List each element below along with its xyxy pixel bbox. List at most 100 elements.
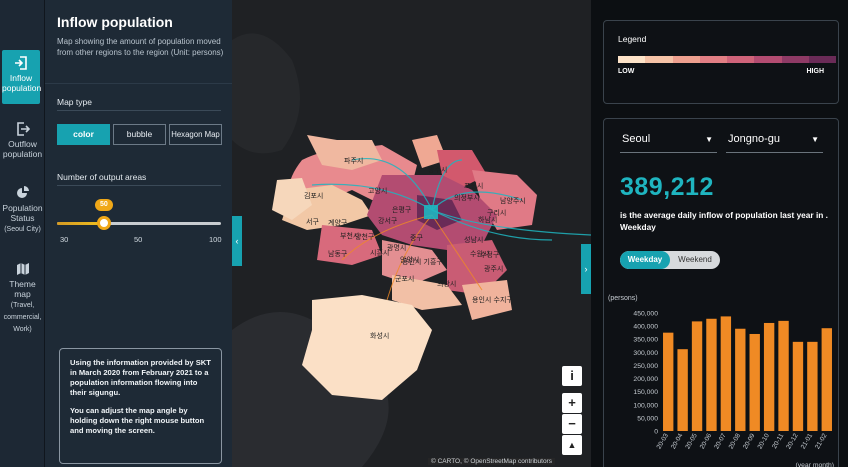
- x-tick-label: 20-05: [684, 432, 699, 450]
- chart-bar: [677, 349, 688, 431]
- panel-description: Map showing the amount of population mov…: [57, 37, 224, 57]
- inflow-description: is the average daily inflow of populatio…: [620, 210, 828, 232]
- x-tick-label: 21-01: [800, 432, 815, 450]
- chart-bar: [792, 341, 804, 431]
- map-region-label: 은평구: [392, 205, 412, 214]
- left-nav: Inflow population Outflow population Pop…: [0, 0, 45, 467]
- legend-title: Legend: [618, 34, 647, 44]
- y-tick-label: 400,000: [633, 324, 658, 331]
- y-tick-label: 350,000: [633, 337, 658, 344]
- legend-swatch: [808, 56, 836, 63]
- map-region-label: 중구: [410, 234, 423, 242]
- outflow-icon: [16, 122, 30, 136]
- nav-population-status-label: Population Status: [2, 203, 43, 223]
- map-region-label: 수원시: [470, 249, 489, 258]
- map-region[interactable]: [302, 295, 432, 400]
- district-select-value: Jongno-gu: [728, 133, 780, 145]
- map-region[interactable]: [317, 225, 382, 265]
- map-region-label: 파주시: [344, 156, 363, 165]
- slider-tick-mid: 50: [134, 235, 143, 244]
- x-tick-label: 21-02: [814, 432, 829, 450]
- map-region-label: 김포시: [304, 192, 323, 200]
- map-attribution: © CARTO, © OpenStreetMap contributors: [428, 458, 555, 465]
- slider-tick-max: 100: [209, 235, 222, 244]
- map-region-label: 화성시: [370, 331, 389, 340]
- y-tick-label: 50,000: [637, 415, 658, 422]
- legend-swatch: [699, 56, 727, 63]
- legend-swatch: [618, 56, 646, 63]
- nav-theme-map-label: Theme map: [9, 279, 36, 299]
- x-tick-label: 20-07: [713, 432, 728, 450]
- map-icon: [16, 263, 29, 275]
- region-select[interactable]: Seoul ▼: [620, 133, 717, 153]
- divider: [57, 185, 221, 186]
- nav-theme-map-sub: (Travel, commercial, Work): [3, 302, 42, 333]
- panel-title: Inflow population: [57, 14, 173, 30]
- stats-panel: Seoul ▼ Jongno-gu ▼ 389,212 is the avera…: [603, 118, 839, 467]
- nav-outflow[interactable]: Outflow population: [0, 122, 45, 159]
- map-info-button[interactable]: i: [562, 366, 582, 386]
- map-region-label: 양주시: [428, 166, 447, 174]
- chart-bar: [663, 332, 674, 431]
- map-region-label: 양천구: [355, 232, 375, 241]
- legend-swatch: [672, 56, 700, 63]
- map-region[interactable]: [307, 135, 382, 170]
- chart-bar: [821, 328, 832, 431]
- map-region[interactable]: [272, 178, 312, 220]
- collapse-right-panel-button[interactable]: ›: [581, 244, 591, 294]
- map-region[interactable]: [392, 275, 462, 310]
- chart-bar: [735, 328, 746, 431]
- map-type-bubble-button[interactable]: bubble: [113, 124, 166, 145]
- map-type-hexagon-button[interactable]: Hexagon Map: [169, 124, 222, 145]
- zoom-out-button[interactable]: −: [562, 414, 582, 434]
- map-region-label: 부천시: [340, 231, 359, 240]
- map-region[interactable]: [462, 280, 512, 320]
- y-axis-label: (persons): [608, 295, 638, 302]
- map-region-label: 용인시 수지구: [472, 295, 513, 304]
- chart-bar: [720, 316, 732, 431]
- nav-outflow-label: Outflow population: [2, 139, 43, 159]
- slider-thumb[interactable]: [96, 216, 111, 230]
- inflow-icon: [15, 56, 27, 70]
- legend-color-bar: [618, 56, 836, 63]
- slider-value-badge: 50: [94, 199, 113, 211]
- nav-inflow[interactable]: Inflow population: [2, 50, 41, 104]
- collapse-left-panel-button[interactable]: ‹: [232, 216, 242, 266]
- x-tick-label: 20-09: [742, 432, 757, 450]
- slider-fill: [57, 222, 104, 225]
- map-region-label: 남동구: [328, 249, 348, 258]
- map-region-label: 강서구: [378, 216, 398, 225]
- day-type-toggle[interactable]: Weekday Weekend: [620, 251, 720, 269]
- weekend-toggle[interactable]: Weekend: [678, 255, 712, 264]
- x-tick-label: 20-04: [670, 432, 685, 450]
- map-region[interactable]: [412, 135, 447, 168]
- map-region[interactable]: [447, 240, 507, 295]
- compass-button[interactable]: ▲: [562, 435, 582, 455]
- map-view[interactable]: 파주시 양주시 포천시 의정부시 남양주시 고양시 김포시 구리시 서구 계양구 부천시 강서구 양천구…: [232, 0, 591, 467]
- info-text-1: Using the information provided by SKT in…: [70, 358, 211, 397]
- map-region-label: 의왕시: [437, 279, 456, 288]
- nav-population-status[interactable]: Population Status (Seoul City): [0, 186, 45, 235]
- y-tick-label: 100,000: [633, 402, 658, 409]
- chart-bar: [706, 318, 717, 431]
- right-panel: Legend LOW HIGH Seoul ▼ Jongno-gu ▼ 389,…: [591, 0, 848, 467]
- legend-swatch: [754, 56, 782, 63]
- inflow-bar-chart: (persons) 0 50,000 100,000 150,000 200,000 250…: [608, 295, 834, 467]
- weekday-toggle[interactable]: Weekday: [620, 251, 670, 269]
- district-select[interactable]: Jongno-gu ▼: [726, 133, 823, 153]
- region-select-value: Seoul: [622, 133, 651, 145]
- legend-swatch: [781, 56, 809, 63]
- chart-bar: [778, 320, 789, 431]
- map-region[interactable]: [382, 240, 447, 285]
- chart-bar: [807, 341, 818, 431]
- map-region-label: 안양시: [400, 255, 419, 264]
- legend-swatch: [645, 56, 673, 63]
- output-areas-slider[interactable]: [57, 222, 221, 225]
- map-region-label: 계양구: [328, 218, 348, 227]
- zoom-in-button[interactable]: +: [562, 393, 582, 413]
- map-type-color-button[interactable]: color: [57, 124, 110, 145]
- y-tick-label: 200,000: [633, 376, 658, 383]
- slider-tick-min: 30: [60, 235, 69, 244]
- nav-theme-map[interactable]: Theme map (Travel, commercial, Work): [0, 262, 45, 335]
